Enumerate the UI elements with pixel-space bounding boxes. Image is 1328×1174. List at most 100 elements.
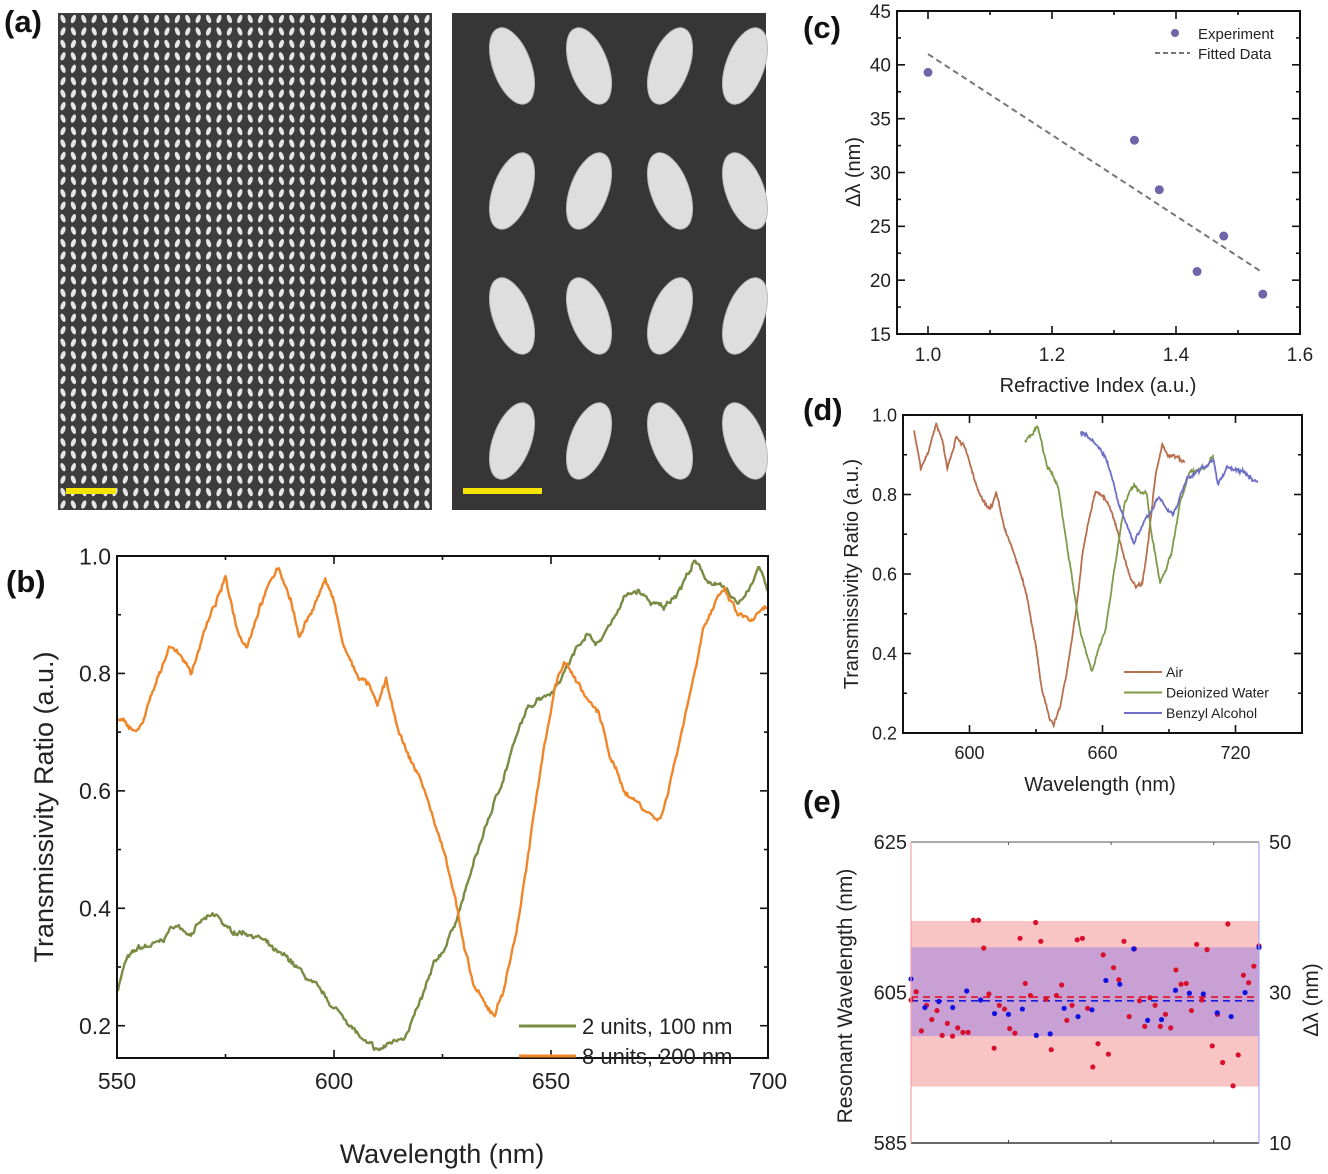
legend-marker <box>1171 29 1179 37</box>
nanoantenna <box>91 288 97 298</box>
delta-lambda-point <box>978 997 984 1003</box>
nanoantenna <box>195 425 201 435</box>
nanoantenna <box>226 139 233 148</box>
nanoantenna <box>268 114 274 123</box>
nanoantenna <box>112 263 118 273</box>
nanoantenna <box>299 126 305 136</box>
nanoantenna <box>60 52 66 61</box>
nanoantenna <box>174 438 181 447</box>
nanoantenna <box>361 126 368 136</box>
nanoantenna <box>60 201 66 210</box>
nanoantenna <box>278 338 285 347</box>
nanoantenna <box>361 64 368 73</box>
nanoantenna <box>247 288 253 298</box>
nanoantenna <box>424 363 430 372</box>
nanoantenna <box>112 388 118 397</box>
nanoantenna <box>237 338 243 347</box>
nanoantenna <box>393 14 399 24</box>
nanoantenna <box>205 114 212 123</box>
nanoantenna <box>60 114 66 123</box>
nanoantenna <box>351 151 357 161</box>
nanoantenna <box>278 301 285 310</box>
nanoantenna <box>361 89 368 98</box>
nanoantenna <box>299 425 305 435</box>
nanoantenna <box>60 126 66 136</box>
nanoantenna <box>112 425 118 435</box>
delta-lambda-point <box>1131 946 1137 952</box>
nanoantenna <box>185 189 191 198</box>
nanoantenna <box>382 487 389 497</box>
nanoantenna <box>299 313 305 322</box>
nanoantenna <box>257 313 264 322</box>
nanoantenna <box>413 126 420 136</box>
nanoantenna <box>153 189 160 198</box>
nanoantenna <box>268 52 274 61</box>
nanoantenna <box>382 52 389 61</box>
nanoantenna <box>133 151 139 161</box>
nanoantenna <box>112 238 118 248</box>
nanoantenna <box>112 114 118 123</box>
nanoantenna <box>309 375 316 385</box>
nanoantenna <box>164 301 170 310</box>
nanoantenna <box>489 277 535 355</box>
nanoantenna <box>289 77 295 86</box>
nanoantenna <box>341 338 347 347</box>
nanoantenna <box>91 114 97 123</box>
nanoantenna <box>216 350 222 360</box>
nanoantenna <box>289 388 295 397</box>
nanoantenna <box>278 101 285 111</box>
nanoantenna <box>372 463 378 472</box>
nanoantenna <box>299 214 305 223</box>
nanoantenna <box>330 463 337 472</box>
nanoantenna <box>205 438 212 447</box>
nanoantenna <box>153 326 160 335</box>
y-axis-label: Transmissivity Ratio (a.u.) <box>29 651 59 962</box>
nanoantenna <box>341 301 347 310</box>
nanoantenna <box>309 126 316 136</box>
nanoantenna <box>81 413 87 422</box>
nanoantenna <box>101 64 108 73</box>
nanoantenna <box>320 438 326 447</box>
nanoantenna <box>330 487 337 497</box>
nanoantenna <box>164 463 170 472</box>
nanoantenna <box>320 214 326 223</box>
nanoantenna <box>237 301 243 310</box>
nanoantenna <box>372 189 378 198</box>
nanoantenna <box>195 14 201 24</box>
delta-lambda-point <box>1075 1013 1081 1020</box>
nanoantenna <box>195 151 201 161</box>
nanoantenna <box>299 263 305 273</box>
nanoantenna <box>309 14 316 24</box>
nanoantenna <box>247 388 253 397</box>
wavelength-point <box>1090 1064 1096 1070</box>
nanoantenna <box>122 151 129 161</box>
nanoantenna <box>174 301 181 310</box>
nanoantenna <box>226 52 233 61</box>
nanoantenna <box>278 475 285 484</box>
nanoantenna <box>153 363 160 372</box>
nanoantenna <box>382 388 389 397</box>
nanoantenna <box>112 52 118 61</box>
nanoantenna <box>195 326 201 335</box>
nanoantenna <box>361 475 368 484</box>
nanoantenna <box>60 77 66 86</box>
nanoantenna <box>268 126 274 136</box>
nanoantenna <box>424 27 430 36</box>
nanoantenna <box>309 276 316 285</box>
nanoantenna <box>299 189 305 198</box>
nanoantenna <box>101 326 108 335</box>
nanoantenna <box>309 27 316 36</box>
nanoantenna <box>278 201 285 210</box>
nanoantenna <box>320 151 326 161</box>
nanoantenna <box>216 189 222 198</box>
nanoantenna <box>195 500 201 509</box>
nanoantenna <box>247 251 253 260</box>
nanoantenna <box>289 164 295 173</box>
nanoantenna <box>382 463 389 472</box>
nanoantenna <box>330 52 337 61</box>
nanoantenna <box>205 176 212 186</box>
nanoantenna <box>257 438 264 447</box>
nanoantenna <box>205 164 212 173</box>
nanoantenna <box>143 363 149 372</box>
nanoantenna <box>330 313 337 322</box>
